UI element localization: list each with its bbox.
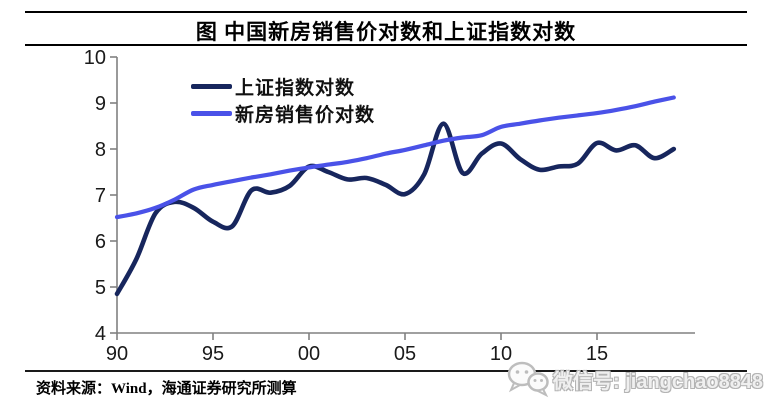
top-divider <box>25 11 747 13</box>
y-tick-label: 5 <box>95 277 106 299</box>
y-tick-label: 9 <box>95 93 106 115</box>
x-tick-label: 15 <box>586 343 608 365</box>
y-tick-label: 6 <box>95 231 106 253</box>
wechat-icon <box>507 361 549 398</box>
chart-legend: 上证指数对数 新房销售价对数 <box>191 73 375 127</box>
x-tick-label: 00 <box>298 343 320 365</box>
wechat-watermark: 微信号: jiangchao8848 <box>506 360 763 398</box>
legend-label-new-home-price: 新房销售价对数 <box>235 105 376 126</box>
legend-item-new-home-price: 新房销售价对数 <box>191 100 375 127</box>
series-line-new-home-price <box>114 95 676 220</box>
y-tick-label: 4 <box>95 323 106 345</box>
legend-line-new-home-price <box>191 111 232 116</box>
legend-line-shanghai-index <box>191 84 232 89</box>
wechat-id-label: 微信号: jiangchao8848 <box>553 370 764 393</box>
y-tick-label: 8 <box>95 139 106 161</box>
x-tick-label: 05 <box>394 343 416 365</box>
title-divider <box>25 44 747 46</box>
data-source-note: 资料来源：Wind，海通证券研究所测算 <box>36 381 297 397</box>
footer-divider <box>25 370 747 372</box>
chart-title: 图 中国新房销售价对数和上证指数对数 <box>195 20 577 44</box>
y-tick-label: 7 <box>95 185 106 207</box>
legend-item-shanghai-index: 上证指数对数 <box>191 73 375 100</box>
series-line-shanghai-index <box>114 121 677 297</box>
x-tick-label: 10 <box>490 343 512 365</box>
legend-label-shanghai-index: 上证指数对数 <box>235 78 356 99</box>
x-tick-label: 90 <box>106 343 128 365</box>
x-tick-label: 95 <box>202 343 224 365</box>
y-tick-label: 10 <box>84 47 106 69</box>
